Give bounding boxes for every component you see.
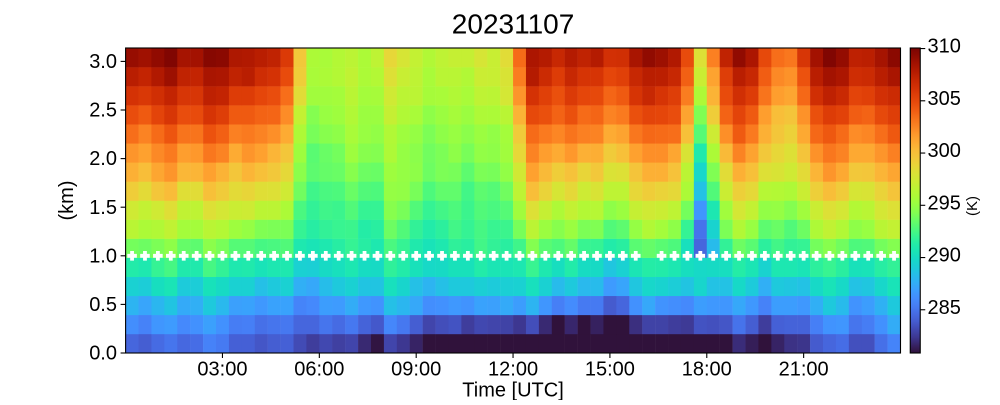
svg-text:300: 300	[928, 140, 961, 162]
svg-text:Time [UTC]: Time [UTC]	[462, 380, 563, 401]
svg-text:1.5: 1.5	[89, 197, 117, 219]
svg-text:15:00: 15:00	[585, 359, 635, 381]
svg-text:310: 310	[928, 36, 961, 58]
svg-text:(K): (K)	[964, 196, 981, 216]
svg-text:12:00: 12:00	[488, 359, 538, 381]
svg-text:3.0: 3.0	[89, 51, 117, 73]
svg-text:305: 305	[928, 88, 961, 110]
svg-text:2.0: 2.0	[89, 148, 117, 170]
svg-text:18:00: 18:00	[682, 359, 732, 381]
svg-text:285: 285	[928, 297, 961, 319]
svg-text:06:00: 06:00	[294, 359, 344, 381]
svg-text:09:00: 09:00	[391, 359, 441, 381]
svg-text:21:00: 21:00	[779, 359, 829, 381]
svg-text:0.0: 0.0	[89, 343, 117, 365]
svg-text:2.5: 2.5	[89, 100, 117, 122]
svg-text:03:00: 03:00	[197, 359, 247, 381]
svg-text:1.0: 1.0	[89, 245, 117, 267]
svg-text:295: 295	[928, 192, 961, 214]
svg-text:(km): (km)	[56, 181, 78, 221]
svg-text:290: 290	[928, 245, 961, 267]
svg-text:20231107: 20231107	[452, 9, 575, 40]
svg-text:0.5: 0.5	[89, 294, 117, 316]
